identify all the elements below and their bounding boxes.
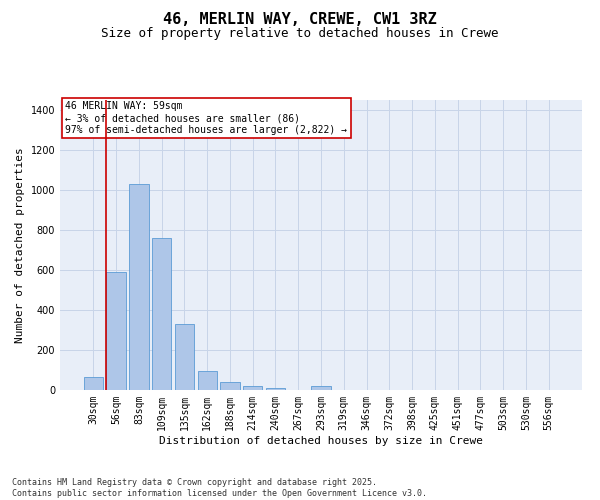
Text: 46, MERLIN WAY, CREWE, CW1 3RZ: 46, MERLIN WAY, CREWE, CW1 3RZ (163, 12, 437, 28)
Text: Size of property relative to detached houses in Crewe: Size of property relative to detached ho… (101, 28, 499, 40)
Bar (220, 382, 239, 390)
Bar (84, 377, 103, 390)
Bar (129, 184, 149, 390)
Text: Contains HM Land Registry data © Crown copyright and database right 2025.
Contai: Contains HM Land Registry data © Crown c… (12, 478, 427, 498)
Text: 46 MERLIN WAY: 59sqm
← 3% of detached houses are smaller (86)
97% of semi-detach: 46 MERLIN WAY: 59sqm ← 3% of detached ho… (65, 102, 347, 134)
Bar (266, 388, 285, 390)
Bar (311, 386, 331, 390)
Bar (243, 386, 262, 390)
Bar (106, 272, 126, 390)
Bar (197, 371, 217, 390)
X-axis label: Distribution of detached houses by size in Crewe: Distribution of detached houses by size … (159, 436, 483, 446)
Y-axis label: Number of detached properties: Number of detached properties (15, 147, 25, 343)
Bar (175, 324, 194, 390)
Bar (152, 238, 172, 390)
